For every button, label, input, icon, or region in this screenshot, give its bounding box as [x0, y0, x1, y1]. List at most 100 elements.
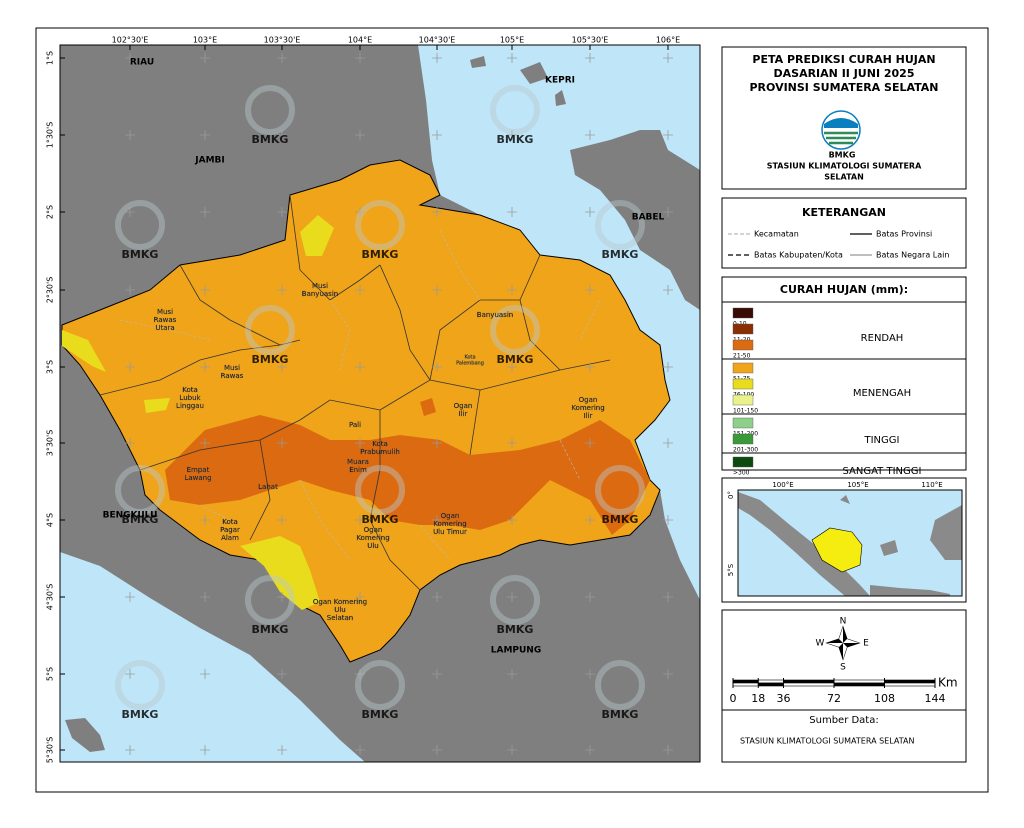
graticule-cross	[663, 130, 673, 140]
graticule-cross	[585, 669, 595, 679]
legend-label: Kecamatan	[754, 230, 799, 239]
district-label: Muara	[347, 458, 369, 466]
map-overlay: 102°30'E 103°E 103°30'E 104°E 104°30'E 105°E 1…	[46, 36, 681, 764]
source-heading: Sumber Data:	[809, 715, 878, 726]
scale-label: 144	[925, 692, 946, 705]
graticule-cross	[507, 515, 517, 525]
district-label: Kota	[372, 440, 388, 448]
watermark-text: BMKG	[252, 623, 289, 636]
region-label: KEPRI	[545, 76, 575, 86]
graticule-cross	[277, 285, 287, 295]
district-label: Lubuk	[179, 394, 201, 402]
graticule-cross	[432, 285, 442, 295]
logo-text: BMKG	[829, 151, 856, 160]
watermark-text: BMKG	[362, 248, 399, 261]
group-label: RENDAH	[861, 333, 904, 344]
graticule-cross	[277, 592, 287, 602]
rainfall-box	[721, 276, 967, 471]
scale-segment	[757, 679, 784, 684]
graticule-cross	[355, 592, 365, 602]
zone-21-50	[165, 415, 650, 535]
graticule-cross	[663, 592, 673, 602]
legend-swatch	[732, 339, 754, 351]
watermark-text: BMKG	[252, 353, 289, 366]
graticule-cross	[125, 207, 135, 217]
watermark-logo	[595, 660, 645, 710]
watermark-text: BMKG	[122, 513, 159, 526]
graticule-cross	[507, 362, 517, 372]
province-sumsel	[61, 159, 671, 663]
title-line: PETA PREDIKSI CURAH HUJAN	[752, 53, 935, 66]
graticule-cross	[663, 515, 673, 525]
watermark-text: BMKG	[602, 248, 639, 261]
latitude-label: 2°S	[46, 205, 55, 219]
district-label: Ulu	[334, 606, 346, 614]
inset-lat-label: 5°S	[727, 563, 735, 576]
district-label: Banyuasin	[302, 290, 338, 298]
class-label: >300	[733, 470, 750, 477]
graticule-cross	[585, 515, 595, 525]
graticule-cross	[125, 669, 135, 679]
longitude-label: 104°30'E	[419, 36, 456, 45]
scale-segment	[783, 679, 835, 684]
logo-stripes	[824, 131, 858, 145]
inset-sumatra	[738, 492, 870, 596]
region-label: JAMBI	[194, 156, 224, 166]
watermark-logo	[355, 465, 405, 515]
district-label: Linggau	[176, 402, 204, 410]
kecamatan-boundaries	[119, 229, 601, 561]
north-arrow-light	[827, 627, 859, 659]
graticule-cross	[200, 285, 210, 295]
district-label: Ogan	[579, 396, 598, 404]
group-label: MENENGAH	[853, 388, 911, 399]
graticule-cross	[200, 130, 210, 140]
watermark-text: BMKG	[602, 708, 639, 721]
station-name: SELATAN	[824, 173, 864, 182]
scale-segment	[884, 679, 936, 684]
logo-top	[824, 118, 858, 128]
district-label: Enim	[349, 466, 367, 474]
graticule-cross	[432, 438, 442, 448]
graticule-cross	[585, 592, 595, 602]
compass-s: S	[840, 663, 846, 673]
longitude-label: 106°E	[656, 36, 680, 45]
district-label: Komering	[356, 534, 389, 542]
watermark-text: BMKG	[497, 353, 534, 366]
longitude-label: 105°30'E	[572, 36, 609, 45]
graticule-cross	[432, 207, 442, 217]
longitude-label: 103°30'E	[264, 36, 301, 45]
graticule-cross	[355, 53, 365, 63]
island-enggano	[65, 718, 105, 752]
legend-title: KETERANGAN	[802, 206, 886, 219]
graticule-cross	[585, 438, 595, 448]
scale-label: 72	[827, 692, 841, 705]
latitude-label: 4°30'S	[46, 584, 55, 611]
zone-21-50-small	[420, 398, 436, 416]
title-line: DASARIAN II JUNI 2025	[774, 67, 915, 80]
graticule-cross	[277, 130, 287, 140]
graticule-cross	[125, 362, 135, 372]
zone-76-100	[62, 215, 334, 610]
rainfall-title: CURAH HUJAN (mm):	[780, 283, 908, 296]
watermark-logo	[245, 575, 295, 625]
latitude-label: 4°S	[46, 513, 55, 527]
legend-swatch	[732, 378, 754, 390]
graticule-cross	[663, 53, 673, 63]
watermark-text: BMKG	[362, 708, 399, 721]
graticule-cross	[432, 745, 442, 755]
compass-e: E	[863, 639, 869, 649]
graticule-cross	[200, 207, 210, 217]
region-label: RIAU	[130, 58, 154, 68]
watermark-text: BMKG	[362, 513, 399, 526]
graticule-cross	[355, 130, 365, 140]
graticule-cross	[585, 53, 595, 63]
island-bangka	[570, 130, 700, 310]
longitude-label: 105°E	[500, 36, 524, 45]
graticule-cross	[663, 285, 673, 295]
graticule-cross	[355, 669, 365, 679]
legend-swatch	[732, 323, 754, 335]
graticule-cross	[507, 285, 517, 295]
scale-segment	[833, 682, 885, 687]
graticule-cross	[125, 515, 135, 525]
inset-lon-label: 105°E	[847, 481, 868, 489]
